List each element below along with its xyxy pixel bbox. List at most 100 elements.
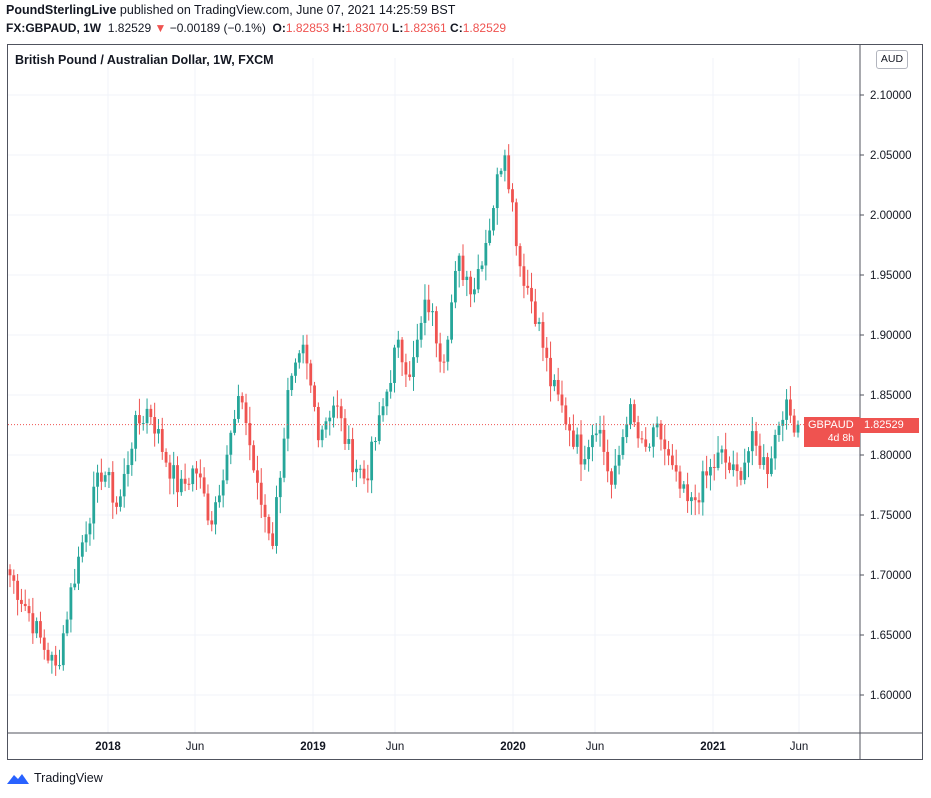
candle-body — [587, 447, 591, 460]
candle-body — [720, 449, 724, 453]
candle-body — [286, 390, 290, 439]
candle-body — [473, 289, 476, 295]
candle-body — [731, 464, 735, 471]
candle-body — [229, 432, 233, 455]
candle-body — [617, 454, 621, 466]
low-value: 1.82361 — [403, 21, 447, 35]
candle-body — [290, 375, 294, 391]
candle-body — [153, 417, 157, 434]
candle-body — [431, 311, 434, 313]
y-tick-label: 2.05000 — [870, 150, 912, 162]
open-label: O: — [272, 21, 286, 35]
candle-body — [366, 478, 370, 481]
candle-body — [65, 619, 69, 634]
candle-body — [347, 439, 351, 444]
candle-body — [488, 230, 492, 243]
candle-body — [682, 484, 686, 489]
candle-body — [393, 347, 396, 383]
x-tick-label: Jun — [186, 741, 205, 753]
candle-body — [785, 399, 788, 420]
footer-brand[interactable]: TradingView — [6, 771, 103, 785]
candle-body — [674, 465, 678, 472]
candle-body — [179, 478, 183, 493]
candle-body — [613, 465, 617, 485]
candle-body — [77, 556, 80, 584]
candle-body — [667, 449, 670, 456]
candle-body — [549, 357, 552, 387]
candle-body — [728, 462, 731, 471]
candle-body — [195, 468, 198, 474]
candle-body — [453, 270, 457, 303]
ohlc-line: FX:GBPAUD, 1W 1.82529 ▼ −0.00189 (−0.1%)… — [6, 21, 506, 35]
candle-body — [351, 439, 355, 473]
candle-body — [225, 454, 229, 481]
candle-body — [256, 470, 259, 483]
candle-body — [263, 504, 267, 517]
candle-body — [511, 189, 514, 203]
candle-body — [526, 285, 530, 288]
chart-frame[interactable] — [7, 44, 923, 760]
candle-body — [446, 339, 450, 362]
candle-body — [214, 502, 217, 525]
candle-body — [339, 406, 343, 419]
candle-body — [259, 482, 263, 505]
candle-body — [724, 449, 728, 463]
candle-body — [598, 429, 602, 434]
candle-body — [564, 405, 568, 425]
candle-body — [735, 464, 739, 472]
candle-body — [796, 424, 800, 433]
candle-body — [442, 361, 446, 363]
candle-body — [309, 363, 313, 386]
candle-body — [492, 208, 495, 231]
candle-body — [248, 423, 252, 446]
author-name[interactable]: PoundSterlingLive — [6, 3, 117, 17]
candle-body — [781, 419, 785, 426]
candle-body — [434, 311, 438, 344]
candle-body — [792, 415, 796, 433]
candle-body — [686, 484, 690, 502]
candle-body — [690, 497, 693, 502]
candle-body — [358, 468, 362, 470]
candle-body — [400, 339, 404, 363]
y-tick-label: 2.00000 — [870, 210, 912, 222]
candle-body — [31, 613, 35, 634]
candle-body — [335, 405, 339, 407]
candle-body — [42, 637, 46, 650]
candle-body — [739, 471, 743, 480]
low-label: L: — [391, 21, 404, 35]
candle-body — [46, 649, 50, 661]
candle-body — [316, 406, 320, 441]
candle-body — [758, 445, 762, 466]
candle-body — [503, 155, 507, 171]
candle-body — [324, 421, 328, 430]
candle-body — [773, 434, 777, 459]
candle-body — [663, 439, 667, 450]
candle-body — [788, 399, 792, 416]
last-price-axis-label: 1.82529 — [860, 418, 919, 433]
candle-body — [301, 344, 305, 354]
y-tick-label: 1.75000 — [870, 510, 912, 522]
candle-body — [777, 425, 781, 435]
candle-body — [50, 654, 54, 661]
y-tick-label: 1.70000 — [870, 570, 912, 582]
candle-body — [381, 406, 385, 416]
candle-body — [769, 458, 773, 475]
x-tick-label: 2019 — [300, 741, 326, 753]
y-tick-label: 1.85000 — [870, 390, 912, 402]
candle-body — [183, 478, 187, 484]
candle-body — [537, 321, 541, 324]
candle-body — [377, 415, 381, 442]
y-tick-label: 1.90000 — [870, 330, 912, 342]
candle-body — [602, 429, 606, 452]
candle-body — [545, 347, 549, 358]
candle-body — [644, 439, 648, 447]
candle-body — [697, 500, 701, 503]
candle-body — [750, 431, 754, 452]
candle-body — [572, 430, 575, 447]
candle-body — [54, 654, 58, 666]
x-tick-label: 2018 — [95, 741, 121, 753]
candle-body — [374, 441, 377, 443]
currency-badge[interactable]: AUD — [876, 50, 908, 69]
candle-body — [469, 276, 473, 295]
